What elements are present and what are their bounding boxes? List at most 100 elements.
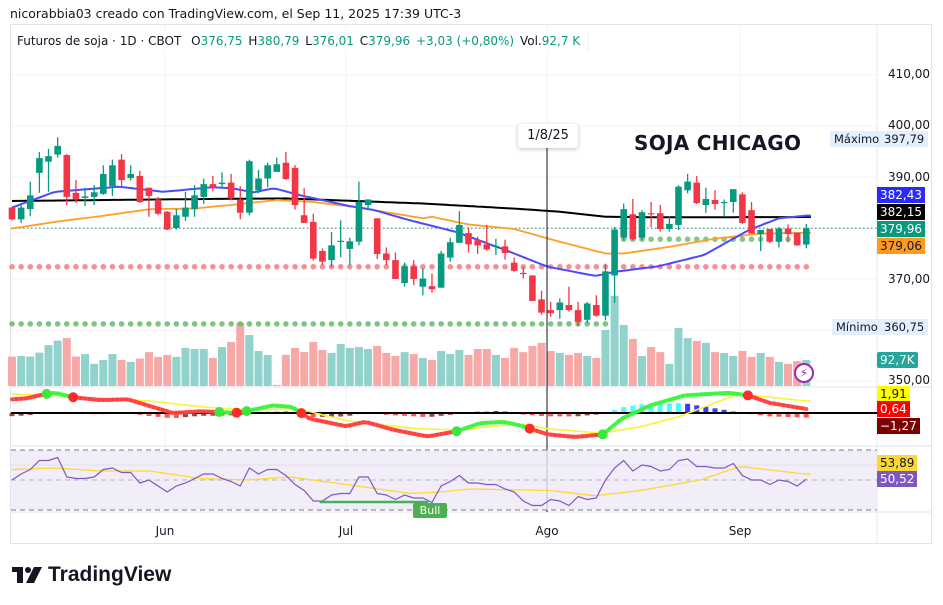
candle-body (154, 199, 162, 214)
candle-body (428, 286, 436, 290)
support-dot (657, 236, 664, 243)
candle-body (100, 173, 107, 194)
candle-body (474, 240, 481, 246)
chart-frame (10, 24, 932, 544)
support-dot (392, 321, 399, 327)
macd-histogram-bar (621, 407, 627, 414)
resistance-dot (785, 263, 791, 270)
candle-body (200, 184, 208, 197)
candle-body (246, 161, 253, 213)
candle-body (364, 199, 372, 206)
candle-body (127, 173, 134, 179)
candle-body (410, 266, 418, 279)
candle-body (300, 215, 308, 223)
candle-body (583, 303, 591, 320)
volume-bar (774, 361, 783, 386)
support-dot (438, 321, 444, 327)
support-dot (264, 321, 271, 327)
volume-bar (53, 340, 62, 386)
volume-bar (26, 356, 35, 386)
close-label: C (359, 34, 369, 48)
support-dot (18, 321, 24, 327)
support-dot (739, 236, 746, 243)
volume-bar (391, 356, 400, 386)
support-dot (100, 321, 107, 327)
volume-bar (300, 352, 309, 386)
support-dot (447, 321, 454, 327)
price-tick: 400,00 (888, 118, 930, 132)
volume-bar (81, 354, 90, 386)
resistance-dot (200, 263, 207, 270)
lightning-icon[interactable]: ⚡ (794, 363, 814, 383)
symbol-legend[interactable]: Futuros de soja · 1D · CBOT O376,75 H380… (11, 30, 590, 52)
volume-bar (400, 352, 409, 386)
candle-body (54, 145, 61, 155)
macd-histogram-bar (420, 413, 426, 417)
candle-body (81, 196, 89, 198)
resistance-dot (776, 263, 782, 270)
candle-body (711, 199, 719, 205)
support-dot (328, 321, 335, 327)
macd-histogram-bar (164, 413, 170, 418)
candle-body (620, 209, 628, 238)
resistance-dot (630, 263, 636, 270)
volume-bar (354, 347, 363, 386)
macd-histogram-bar (612, 409, 618, 414)
resistance-dot (82, 263, 88, 270)
macd-signal-line (11, 393, 811, 434)
support-dot (511, 321, 517, 327)
bull-divergence-label: Bull (413, 503, 447, 518)
resistance-dot (100, 263, 107, 270)
macd-signal-tag: 1,91 (877, 386, 910, 402)
resistance-dot (264, 263, 271, 270)
resistance-dot (63, 263, 70, 270)
support-dot (602, 321, 609, 327)
resistance-dot (246, 263, 253, 270)
macd-histogram-bar (685, 403, 691, 414)
resistance-dot (301, 263, 307, 270)
open-label: O (191, 34, 201, 48)
resistance-dot (237, 263, 244, 270)
tradingview-logo[interactable]: TradingView (12, 563, 171, 587)
support-dot (337, 321, 344, 327)
macd-histogram-bar (338, 413, 344, 417)
resistance-dot (337, 263, 344, 270)
resistance-dot (803, 263, 810, 270)
symbol-name[interactable]: Futuros de soja · 1D · CBOT (17, 34, 182, 48)
close-value: 379,96 (368, 34, 411, 48)
volume-bar (336, 343, 345, 386)
ma-slow-price-tag: 382,15 (877, 204, 925, 220)
volume-bar (665, 363, 674, 386)
macd-histogram-bar (758, 413, 764, 416)
macd-histogram-bar (712, 408, 718, 414)
resistance-dot (45, 263, 52, 270)
support-dot (684, 236, 691, 243)
resistance-dot (666, 263, 673, 270)
candle-body (446, 242, 454, 258)
macd-histogram-bar (557, 413, 563, 417)
volume-bar (592, 357, 601, 386)
support-dot (365, 321, 371, 327)
candle-body (8, 207, 16, 220)
resistance-dot (91, 263, 97, 270)
support-dot (137, 321, 143, 327)
macd-histogram-bar (9, 413, 15, 417)
price-tick: 370,00 (888, 272, 930, 286)
support-dot (228, 321, 234, 327)
macd-histogram-bar (411, 413, 417, 417)
resistance-dot (173, 263, 180, 270)
candle-body (45, 156, 52, 162)
candle-body (529, 275, 536, 301)
macd-histogram-bar (18, 413, 24, 416)
annotation-title[interactable]: SOJA CHICAGO (634, 131, 802, 155)
macd-histogram-bar (173, 413, 179, 418)
ma-slow-line (11, 197, 811, 219)
candle-body (163, 211, 171, 230)
macd-histogram-bar (429, 413, 435, 417)
volume-bar (291, 347, 300, 386)
volume-bar (546, 350, 555, 386)
macd-bear-cross-dot (296, 408, 307, 419)
resistance-dot (365, 263, 371, 270)
candle-body (36, 158, 43, 173)
